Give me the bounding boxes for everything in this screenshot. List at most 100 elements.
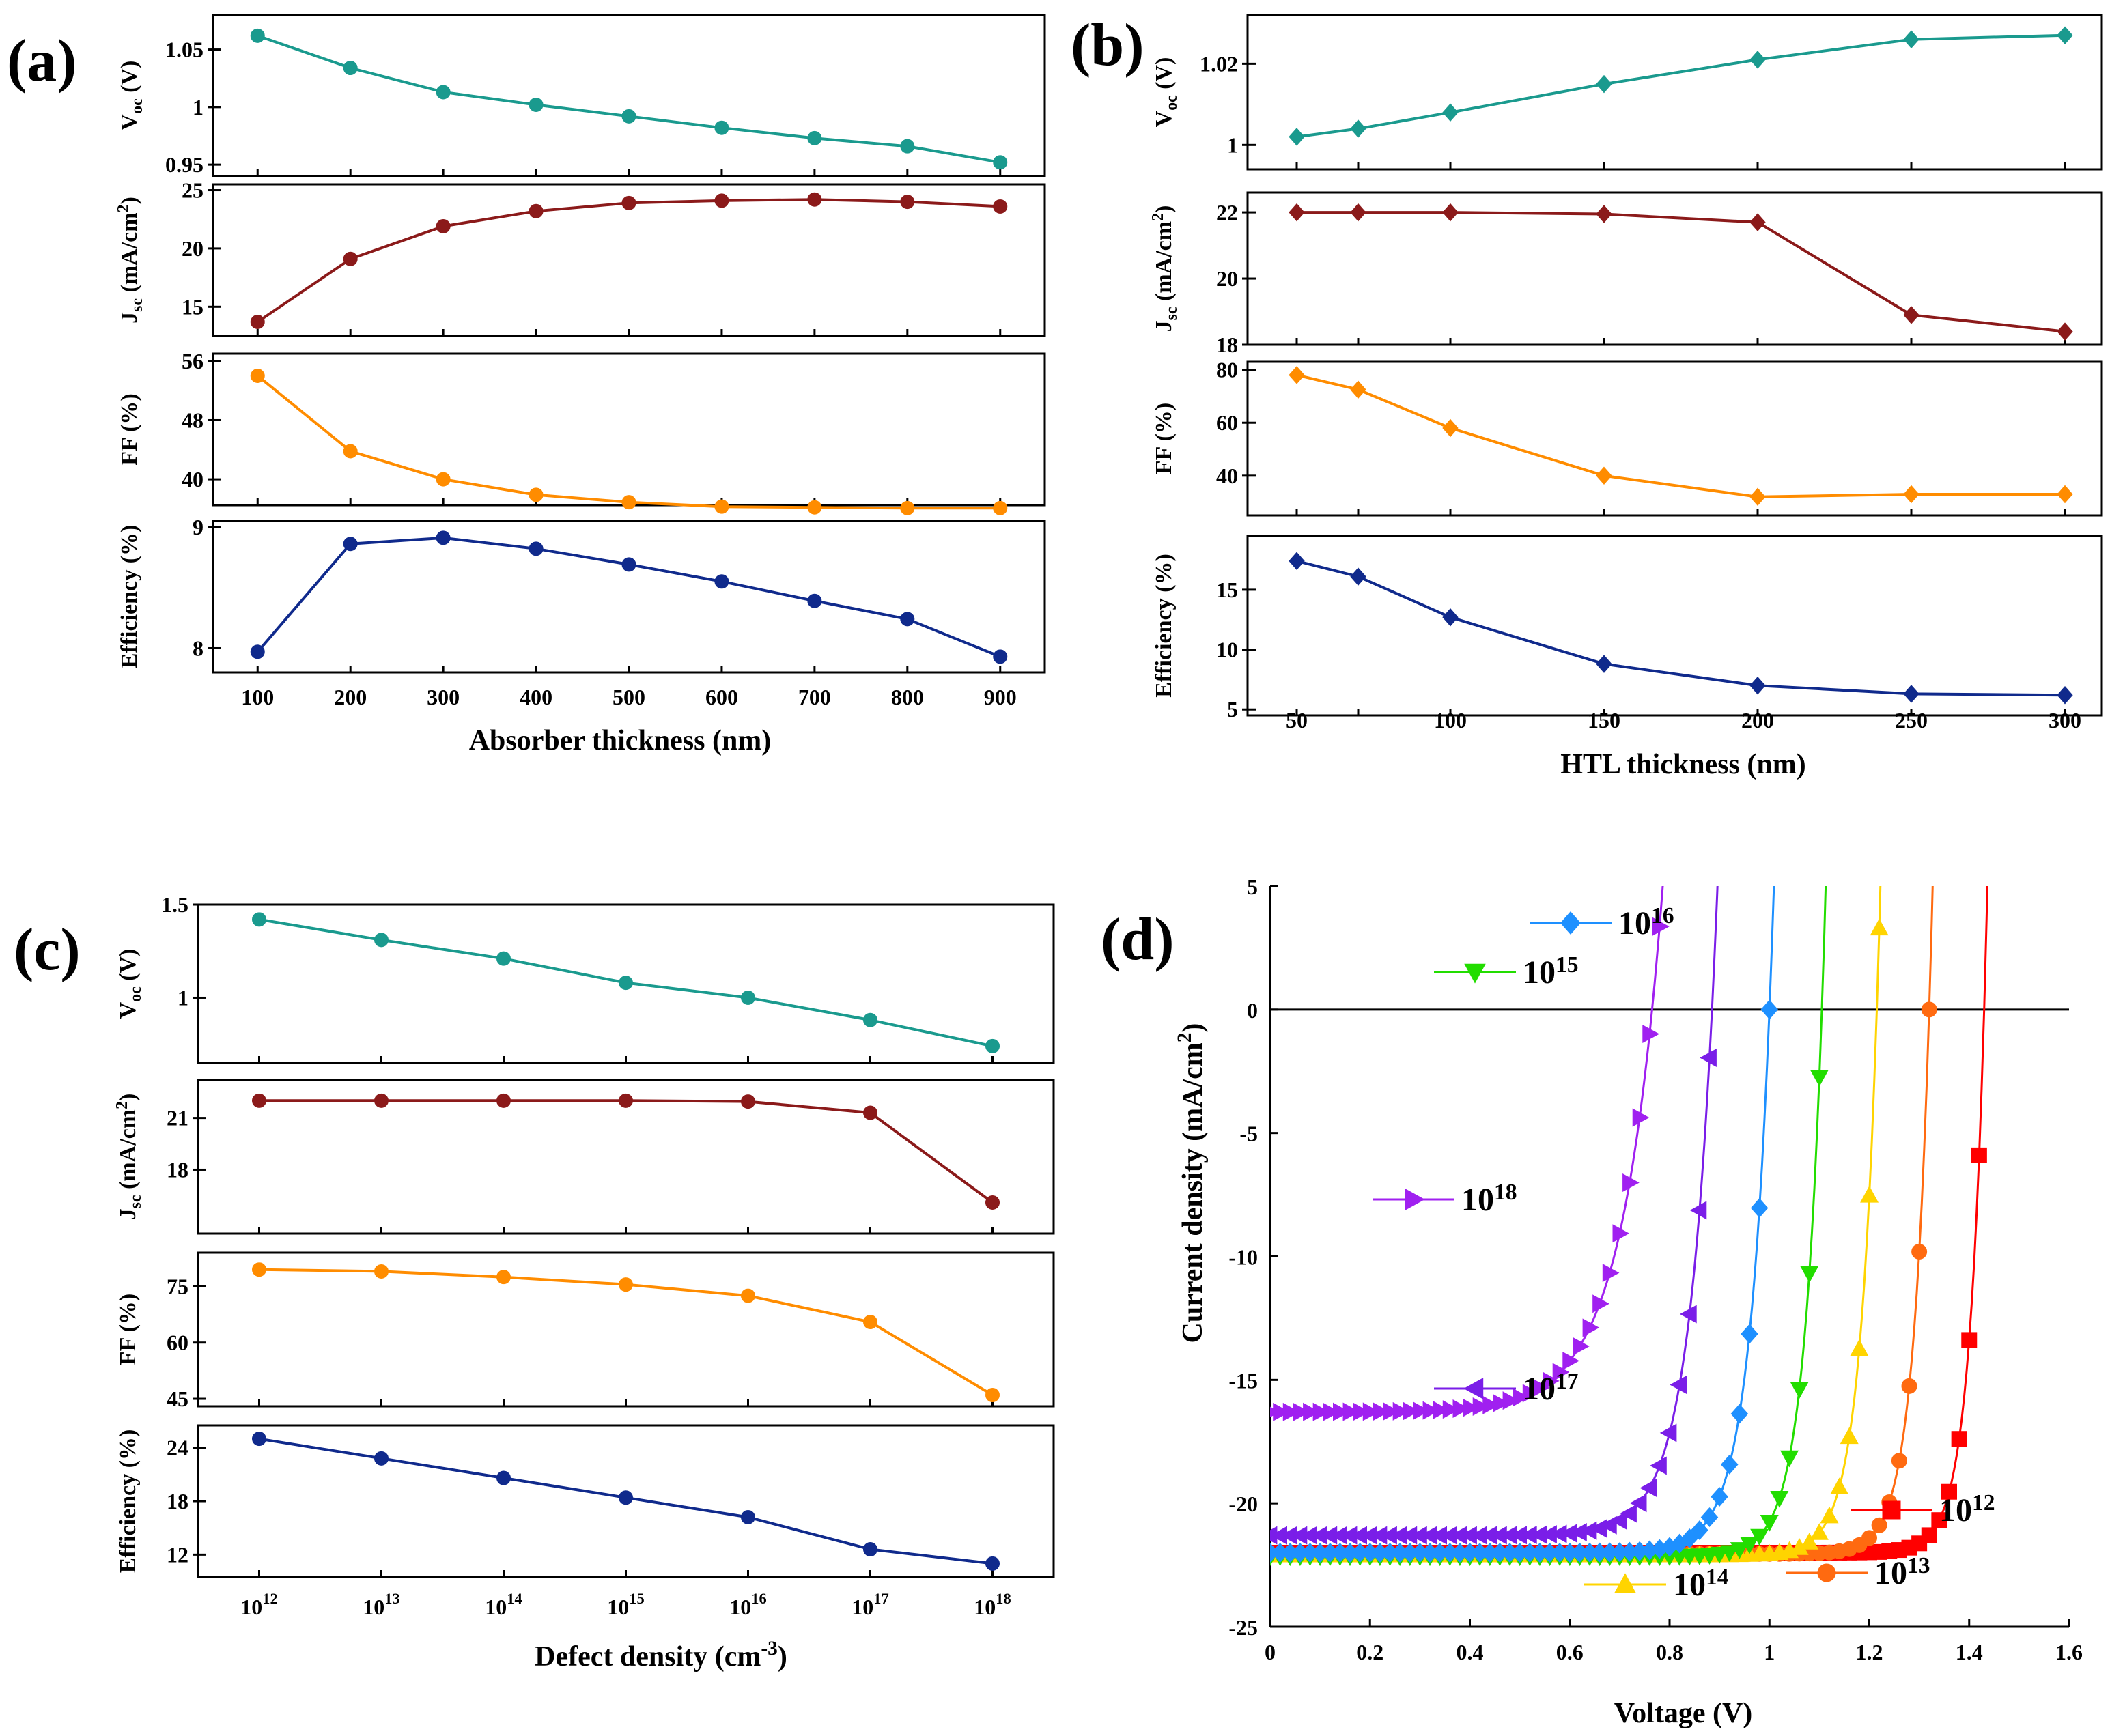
data-point — [374, 1093, 389, 1108]
data-point — [1680, 1305, 1697, 1324]
data-point — [343, 61, 358, 76]
chart-c-subplot-1: 18 21 Jsc (mA/cm2) — [113, 1079, 1055, 1235]
data-point — [1362, 1402, 1380, 1421]
data-point — [985, 1556, 1000, 1571]
data-point — [1573, 1337, 1590, 1356]
data-point — [993, 155, 1008, 170]
data-point — [1602, 1264, 1620, 1283]
axes-frame — [1246, 14, 2103, 171]
y-tick-label: 25 — [182, 178, 203, 203]
data-point — [1502, 1391, 1520, 1410]
data-point — [900, 195, 915, 210]
series-10-13 — [1270, 886, 1937, 1562]
series-10-17 — [1270, 886, 1719, 1545]
data-point — [1333, 1402, 1350, 1421]
x-tick-label: 0.2 — [1356, 1640, 1383, 1664]
data-point — [807, 192, 822, 207]
legend-label: 1013 — [1874, 1553, 1930, 1591]
y-tick-label: 20 — [182, 236, 203, 261]
data-point — [436, 218, 451, 233]
chart-a-subplot-0: 0.95 1 1.05 Voc (V) — [117, 14, 1046, 177]
data-point — [741, 1510, 755, 1525]
data-point — [1860, 1185, 1879, 1203]
data-point — [1750, 1528, 1769, 1546]
data-point — [1740, 1537, 1759, 1554]
x-tick-label: 300 — [427, 685, 460, 709]
data-point — [714, 574, 729, 589]
data-point — [1730, 1542, 1749, 1559]
axes-frame — [212, 520, 1046, 674]
data-point — [714, 499, 729, 514]
legend-10-16: 1016 — [1530, 903, 1674, 941]
data-point — [529, 203, 544, 218]
data-point — [252, 912, 266, 927]
data-point — [863, 1542, 877, 1557]
data-point — [250, 315, 265, 330]
data-point — [1592, 1294, 1609, 1313]
data-point — [496, 951, 511, 966]
data-point — [436, 85, 451, 100]
y-tick-label: 8 — [193, 636, 203, 660]
data-point — [900, 139, 915, 154]
data-point — [993, 500, 1008, 515]
data-point — [1670, 1375, 1687, 1394]
data-point — [1810, 1523, 1829, 1540]
data-point — [496, 1093, 511, 1108]
y-tick-label: 18 — [1216, 332, 1238, 357]
data-point — [1749, 487, 1766, 507]
x-tick-label: 1.6 — [2055, 1640, 2083, 1664]
data-point — [1659, 1423, 1677, 1442]
y-tick-label: 1 — [178, 985, 188, 1010]
data-point — [807, 500, 822, 515]
data-point — [1903, 306, 1919, 324]
data-point — [1289, 552, 1305, 571]
series-line — [1296, 33, 2066, 139]
data-point — [1903, 685, 1919, 703]
data-point — [1350, 119, 1366, 138]
x-tick-label: 100 — [241, 685, 274, 709]
legend-marker — [1405, 1189, 1425, 1210]
x-tick-label: 100 — [1434, 708, 1467, 732]
data-point — [1931, 1512, 1947, 1528]
data-point — [714, 120, 729, 135]
y-tick-label: 5 — [1227, 697, 1238, 722]
y-tick-label: 12 — [167, 1542, 188, 1567]
data-point — [1700, 1048, 1717, 1067]
data-point — [496, 1470, 511, 1485]
chart-b: 1 1.02 Voc (V) 18 20 22 Jsc (mA/cm2) 40 60 80 FF (… — [1149, 14, 2103, 732]
data-point — [1312, 1402, 1330, 1421]
data-point — [1452, 1399, 1470, 1419]
legend-10-17: 1017 — [1434, 1369, 1579, 1407]
legend-marker — [1464, 963, 1486, 984]
data-point — [250, 644, 265, 659]
data-point — [1903, 30, 1919, 48]
data-point — [1433, 1400, 1450, 1419]
data-point — [1289, 366, 1305, 384]
data-point — [250, 28, 265, 43]
chart-d: -25 -20 -15 -10 -5 0 5 0 0.2 0.4 0.6 0.8 1 1.2 1.4 1.6 1… — [1228, 874, 2083, 1664]
data-point — [1850, 1339, 1869, 1356]
data-point — [1350, 380, 1366, 399]
data-point — [1482, 1395, 1500, 1414]
data-point — [807, 593, 822, 608]
data-point — [1810, 1070, 1829, 1087]
axes-frame — [1246, 360, 2103, 517]
data-point — [1442, 1400, 1460, 1419]
data-point — [1800, 1266, 1819, 1283]
axes-frame — [197, 1251, 1055, 1408]
data-point — [436, 530, 451, 545]
data-point — [741, 1094, 755, 1109]
series-10-18 — [1270, 886, 1670, 1421]
panel-label-b: (b) — [1071, 12, 1144, 79]
legend-label: 1016 — [1618, 903, 1674, 941]
series-line — [1296, 559, 2066, 697]
panel-d-xlabel: Voltage (V) — [1614, 1698, 1753, 1729]
data-point — [1700, 1507, 1719, 1527]
series-line — [257, 374, 1000, 510]
y-axis-label: Jsc (mA/cm2) — [113, 1094, 145, 1221]
y-tick-label: 21 — [167, 1106, 188, 1130]
data-point — [1650, 1456, 1667, 1475]
data-point — [1750, 1197, 1769, 1218]
data-point — [1760, 999, 1778, 1020]
data-point — [1870, 918, 1889, 936]
